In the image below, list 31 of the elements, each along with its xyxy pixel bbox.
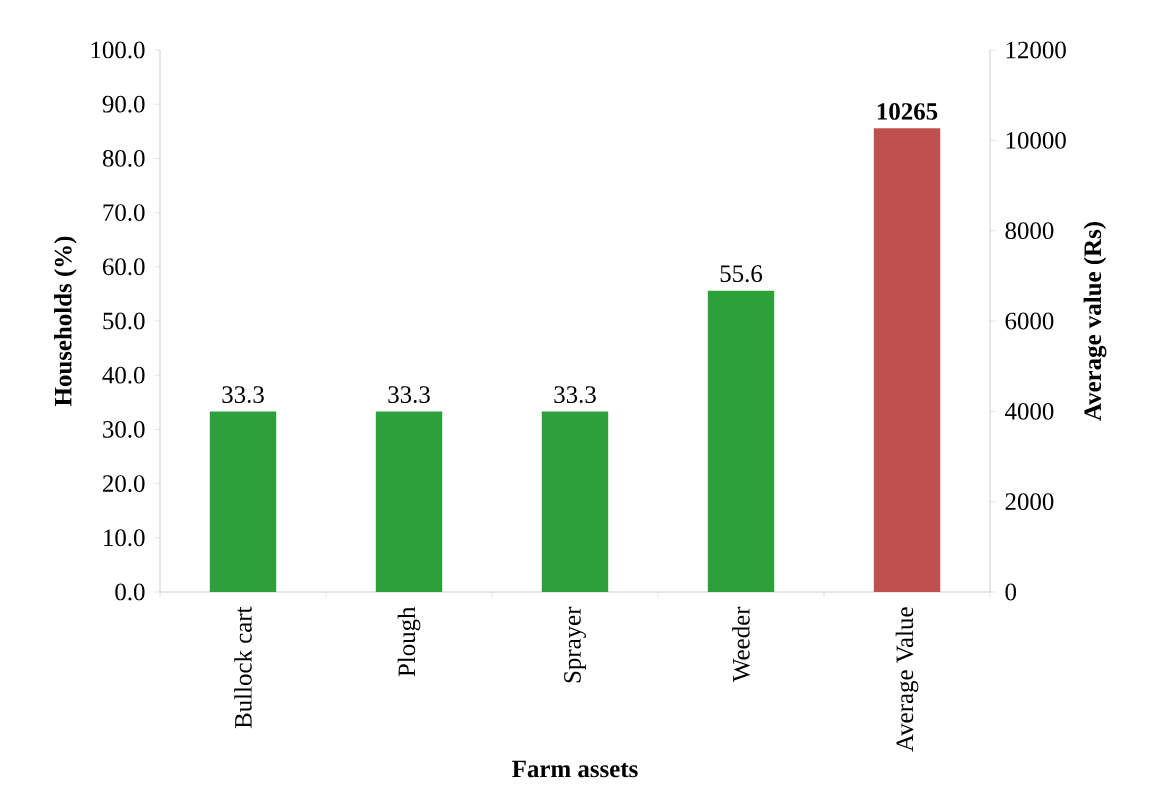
y-tick-label: 50.0 — [103, 312, 145, 330]
y-tick-label: 0.0 — [115, 583, 145, 601]
y2-tick-label: 0 — [1005, 583, 1017, 601]
y-axis-title: Households (%) — [54, 236, 77, 407]
y2-axis-title: Average value (Rs) — [1083, 222, 1107, 421]
y2-tick-label: 2000 — [1005, 493, 1054, 511]
data-label: 10265 — [877, 103, 938, 120]
data-label: 55.6 — [720, 265, 763, 283]
y-tick-label: 40.0 — [102, 366, 145, 384]
x-tick-label: Sprayer — [564, 606, 586, 683]
y2-tick-label: 12000 — [1006, 41, 1066, 59]
x-tick-label: Average Value — [895, 607, 919, 752]
y2-tick-label: 6000 — [1005, 312, 1054, 330]
data-label: 33.3 — [222, 386, 264, 404]
y2-tick-label: 10000 — [1006, 131, 1066, 149]
y-tick-label: 100.0 — [91, 41, 145, 59]
data-label: 33.3 — [388, 386, 430, 404]
x-tick-label: Bullock cart — [234, 606, 252, 729]
x-axis-title: Farm assets — [512, 760, 638, 778]
x-tick-label: Weeder — [732, 606, 750, 682]
y-tick-label: 70.0 — [103, 204, 145, 222]
y-tick-label: 10.0 — [104, 529, 145, 547]
y2-tick-label: 4000 — [1005, 402, 1054, 420]
x-tick-label: Plough — [397, 606, 421, 677]
y-tick-label: 20.0 — [103, 475, 145, 493]
y-tick-label: 60.0 — [102, 258, 145, 276]
y-tick-label: 30.0 — [103, 420, 145, 438]
data-label: 33.3 — [554, 386, 596, 404]
y2-tick-label: 8000 — [1005, 222, 1054, 240]
y-tick-label: 80.0 — [102, 149, 145, 167]
y-tick-label: 90.0 — [102, 95, 145, 113]
